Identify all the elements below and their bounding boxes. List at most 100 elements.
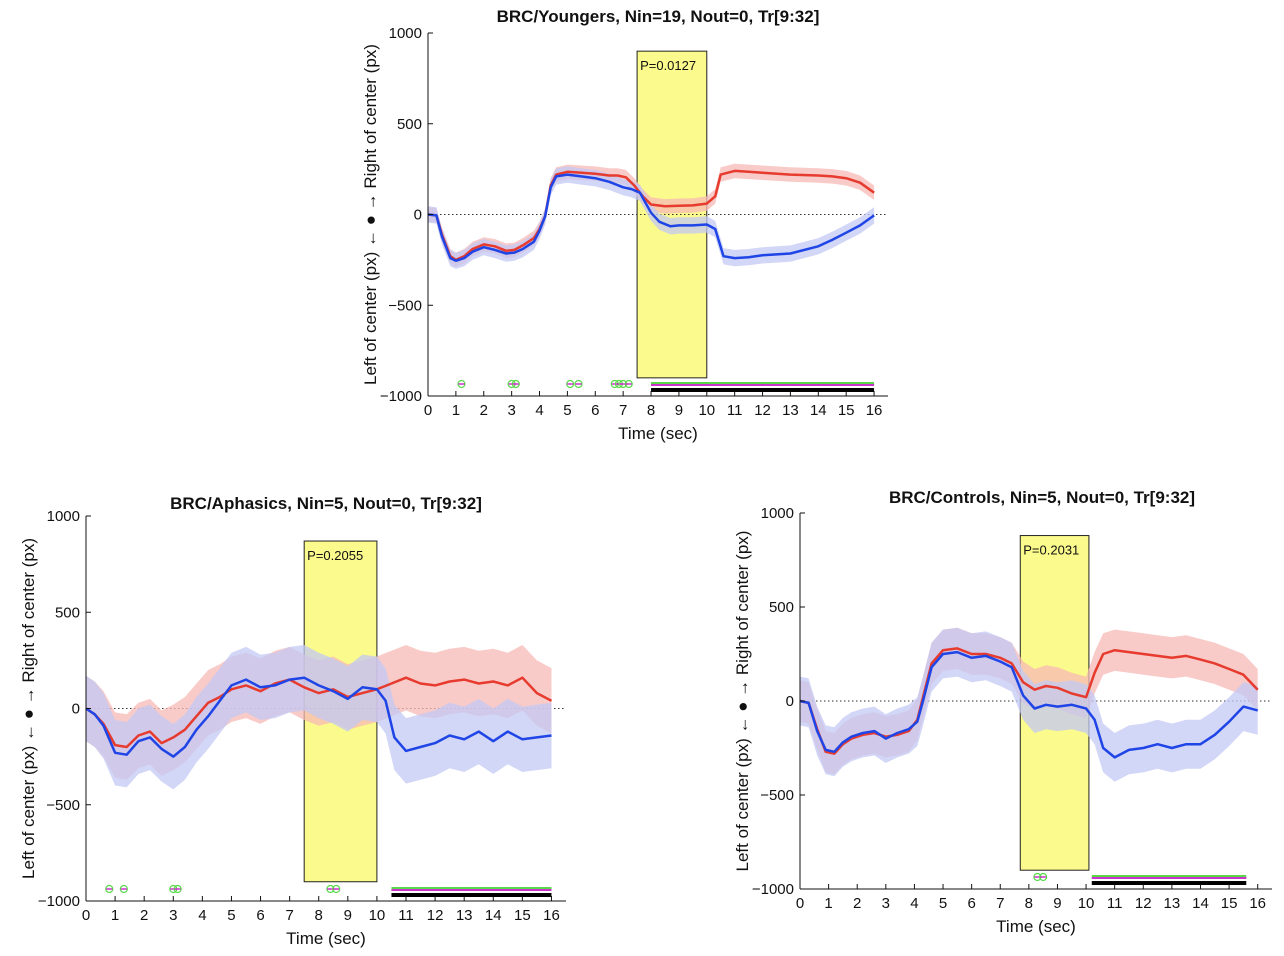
x-tick-label: 5	[227, 907, 235, 924]
significance-bar-black	[651, 388, 875, 392]
x-tick-label: 14	[810, 402, 827, 419]
x-tick-label: 3	[882, 895, 890, 912]
significance-bar-magenta	[391, 889, 552, 891]
chart-title: BRC/Controls, Nin=5, Nout=0, Tr[9:32]	[889, 488, 1195, 507]
y-tick-label: 0	[414, 207, 422, 224]
y-tick-label: −1000	[752, 881, 794, 898]
x-tick-label: 7	[996, 895, 1004, 912]
x-tick-label: 14	[485, 907, 502, 924]
significance-marker	[566, 379, 575, 389]
significance-bar-magenta	[1091, 877, 1247, 879]
p-value-label: P=0.2031	[1023, 543, 1079, 558]
x-tick-label: 8	[315, 907, 323, 924]
x-tick-label: 10	[698, 402, 715, 419]
x-tick-label: 8	[1025, 895, 1033, 912]
x-tick-label: 12	[754, 402, 771, 419]
x-tick-label: 6	[967, 895, 975, 912]
x-tick-label: 10	[369, 907, 386, 924]
y-tick-label: 1000	[761, 505, 794, 522]
x-tick-label: 16	[1249, 895, 1266, 912]
chart-title: BRC/Youngers, Nin=19, Nout=0, Tr[9:32]	[497, 7, 820, 26]
x-tick-label: 16	[866, 402, 883, 419]
x-tick-label: 15	[514, 907, 531, 924]
x-tick-label: 9	[344, 907, 352, 924]
significance-bar-black	[1091, 881, 1247, 885]
significance-marker	[1039, 872, 1048, 882]
x-tick-label: 1	[824, 895, 832, 912]
y-tick-label: 1000	[47, 508, 80, 525]
significance-bar-black	[391, 893, 552, 897]
x-tick-label: 3	[507, 402, 515, 419]
x-tick-label: 3	[169, 907, 177, 924]
x-axis-label: Time (sec)	[618, 424, 698, 443]
x-tick-label: 0	[82, 907, 90, 924]
chart-title: BRC/Aphasics, Nin=5, Nout=0, Tr[9:32]	[170, 494, 482, 513]
x-tick-label: 13	[456, 907, 473, 924]
y-axis-label: Left of center (px) ← ● → Right of cente…	[733, 531, 752, 872]
x-tick-label: 1	[452, 402, 460, 419]
x-axis-label: Time (sec)	[286, 929, 366, 948]
x-tick-label: 0	[796, 895, 804, 912]
y-tick-label: −1000	[38, 893, 80, 910]
x-tick-label: 9	[1053, 895, 1061, 912]
y-tick-label: −500	[760, 787, 794, 804]
x-tick-label: 11	[1107, 895, 1123, 912]
y-tick-label: 500	[397, 116, 422, 133]
y-tick-label: 0	[72, 701, 80, 718]
x-tick-label: 15	[838, 402, 855, 419]
x-tick-label: 7	[619, 402, 627, 419]
x-tick-label: 0	[424, 402, 432, 419]
x-tick-label: 4	[198, 907, 206, 924]
series-0-error-band	[428, 163, 875, 268]
significance-marker	[119, 884, 128, 894]
series-0-line	[427, 169, 875, 262]
x-tick-label: 1	[111, 907, 119, 924]
x-tick-label: 2	[480, 402, 488, 419]
x-tick-label: 5	[939, 895, 947, 912]
significance-marker	[624, 379, 633, 389]
significance-marker	[511, 379, 520, 389]
significance-bar-magenta	[651, 384, 875, 386]
series-1-line	[85, 676, 552, 758]
x-tick-label: 5	[563, 402, 571, 419]
series-1-error-band	[428, 166, 875, 269]
y-tick-label: 1000	[389, 25, 422, 42]
x-axis-label: Time (sec)	[996, 917, 1076, 936]
x-tick-label: 13	[782, 402, 799, 419]
y-tick-label: 500	[55, 604, 80, 621]
x-tick-label: 7	[285, 907, 293, 924]
y-tick-label: 0	[786, 693, 794, 710]
significance-marker	[457, 379, 466, 389]
x-tick-label: 8	[647, 402, 655, 419]
x-tick-label: 13	[1164, 895, 1181, 912]
y-tick-label: −1000	[380, 388, 422, 405]
x-tick-label: 14	[1192, 895, 1209, 912]
x-tick-label: 2	[853, 895, 861, 912]
x-tick-label: 12	[1135, 895, 1152, 912]
x-tick-label: 6	[591, 402, 599, 419]
series-1-line	[799, 650, 1259, 759]
y-axis-label: Left of center (px) ← ● → Right of cente…	[19, 538, 38, 879]
x-tick-label: 9	[675, 402, 683, 419]
series-1-error-band	[800, 627, 1258, 782]
x-tick-label: 4	[535, 402, 543, 419]
significance-marker	[574, 379, 583, 389]
p-value-label: P=0.2055	[307, 548, 363, 563]
series-0-line	[85, 676, 553, 749]
p-value-label: P=0.0127	[640, 58, 696, 73]
significance-marker	[173, 884, 182, 894]
x-tick-label: 6	[256, 907, 264, 924]
significance-marker	[105, 884, 114, 894]
x-tick-label: 11	[398, 907, 414, 924]
y-tick-label: −500	[46, 797, 80, 814]
series-1-error-band	[86, 645, 552, 790]
x-tick-label: 4	[910, 895, 918, 912]
x-tick-label: 12	[427, 907, 444, 924]
series-1-line	[427, 173, 875, 263]
x-tick-label: 2	[140, 907, 148, 924]
x-tick-label: 10	[1078, 895, 1095, 912]
